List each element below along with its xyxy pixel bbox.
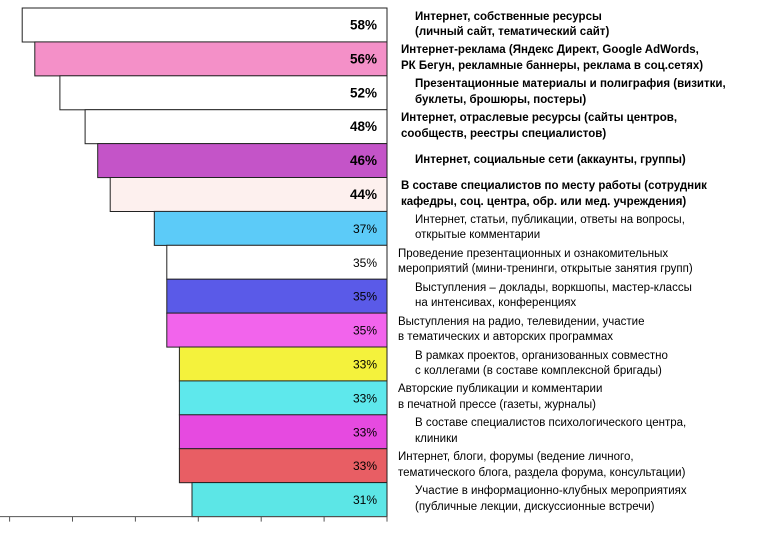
category-label-line: В рамках проектов, организованных совмес… [415,349,668,362]
category-label-line: (личный сайт, тематический сайт) [415,26,610,38]
category-label-line: Презентационные материалы и полиграфия (… [415,78,726,91]
category-label-7: Интернет, статьи, публикации, ответы на … [415,213,685,244]
category-label-line: в печатной прессе (газеты, журналы) [398,398,596,411]
category-label-line: тематического блога, раздела форума, кон… [398,466,686,479]
category-label-line: Выступления – доклады, воркшопы, мастер-… [415,281,692,294]
category-label-line: Проведение презентационных и ознакомител… [398,247,669,260]
category-label-line: Интернет, социальные сети (аккаунты, гру… [415,153,686,166]
category-label-line: кафедры, соц. центра, обр. или мед. учре… [401,195,687,208]
value-label-5: 46% [350,153,377,168]
category-label-line: клиники [415,432,458,445]
value-label-11: 33% [353,358,377,372]
value-label-15: 31% [353,493,377,507]
category-label-line: Выступления на радио, телевидении, участ… [398,315,645,328]
value-label-1: 58% [350,18,377,33]
category-label-6: В составе специалистов по месту работы (… [401,179,707,210]
value-label-4: 48% [350,119,377,134]
bar-2 [34,41,388,77]
value-label-3: 52% [350,85,377,100]
category-label-5: Интернет, социальные сети (аккаунты, гру… [415,153,686,169]
category-label-12: Авторские публикации и комментарии в печа… [398,382,602,413]
bar-6 [109,177,388,212]
bar-14 [178,448,388,484]
category-label-8: Проведение презентационных и ознакомител… [398,247,693,278]
category-label-line: Авторские публикации и комментарии [398,383,603,396]
category-label-line: РК Бегун, рекламные баннеры, реклама в с… [401,59,704,72]
category-label-line: Участие в информационно-клубных мероприя… [415,485,687,498]
category-label-4: Интернет, отраслевые ресурсы (сайты цент… [401,111,677,142]
category-label-line: Интернет, блоги, форумы (ведение личного… [398,451,634,464]
category-label-13: В составе специалистов психологического … [415,416,686,447]
category-label-3: Презентационные материалы и полиграфия (… [415,77,726,108]
bar-3 [59,75,388,111]
bar-11 [178,346,388,382]
bar-12 [178,380,388,416]
value-label-2: 56% [350,51,377,66]
category-label-2: Интернет-реклама (Яндекс Директ, Google … [401,43,703,74]
category-label-line: сообществ, реестры специалистов) [401,127,607,140]
category-label-15: Участие в информационно-клубных мероприя… [415,484,687,515]
category-label-line: Интернет-реклама (Яндекс Директ, Google … [401,44,699,57]
bar-5 [97,143,388,179]
category-label-line: В составе специалистов психологического … [415,417,687,430]
category-label-line: Интернет, статьи, публикации, ответы на … [415,213,685,226]
bar-1 [21,7,388,43]
category-label-line: с коллегами (в составе комплексной брига… [415,365,662,377]
category-label-line: открытые комментарии [415,229,541,242]
value-label-14: 33% [353,459,377,473]
category-label-line: в тематических и авторских программах [398,331,614,344]
category-label-1: Интернет, собственные ресурсы (личный сай… [415,10,609,41]
category-label-line: (публичные лекции, дискуссионные встречи… [415,500,655,513]
value-label-7: 37% [353,222,377,236]
value-label-8: 35% [353,256,377,270]
category-label-line: мероприятий (мини-тренинги, открытые зан… [398,263,693,276]
category-label-line: Интернет, собственные ресурсы [415,10,602,23]
category-label-line: на интенсивах, конференциях [415,297,577,310]
bar-10 [166,312,388,348]
category-label-line: Интернет, отраслевые ресурсы (сайты цент… [401,112,678,125]
value-label-6: 44% [350,187,377,202]
value-label-10: 35% [353,324,377,338]
bar-8 [166,244,388,280]
value-label-12: 33% [353,391,377,405]
value-label-13: 33% [353,425,377,439]
value-label-9: 35% [353,290,377,304]
category-label-11: В рамках проектов, организованных совмес… [415,349,668,380]
category-label-line: В составе специалистов по месту работы (… [401,180,707,192]
category-label-14: Интернет, блоги, форумы (ведение личного… [398,450,685,481]
bar-4 [84,109,388,145]
category-label-line: буклеты, брошюры, постеры) [415,93,587,106]
category-label-10: Выступления на радио, телевидении, участ… [398,315,644,346]
category-label-9: Выступления – доклады, воркшопы, мастер-… [415,281,692,312]
